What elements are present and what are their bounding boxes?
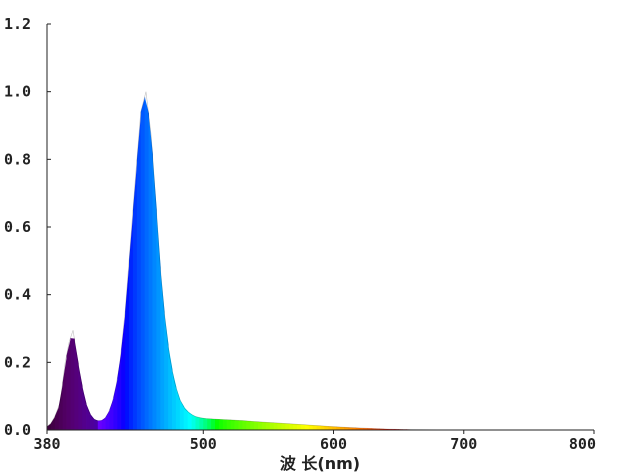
y-tick-label: 0.6	[4, 218, 31, 236]
spectrum-band-0-452	[140, 96, 146, 430]
y-tick-label: 0.2	[4, 353, 31, 371]
x-tick-label: 500	[190, 435, 217, 453]
spectrum-band-0-449	[136, 111, 142, 430]
spectrum-band-0-488	[187, 411, 192, 430]
spectrum-band-0-617	[355, 427, 360, 430]
spectrum-band-0-509	[215, 419, 220, 430]
x-tick-label: 800	[569, 435, 596, 453]
spectrum-band-0-548	[265, 422, 271, 430]
spectrum-band-0-521	[230, 419, 235, 430]
spectrum-band-0-395	[66, 338, 71, 430]
spectrum-band-0-590	[320, 425, 325, 430]
spectrum-band-0-485	[183, 406, 189, 430]
spectrum-band-0-440	[125, 260, 130, 430]
spectrum-band-0-527	[238, 420, 243, 430]
spectrum-band-0-431	[113, 378, 118, 430]
spectrum-band-0-608	[343, 427, 349, 430]
spectrum-band-0-401	[74, 338, 79, 430]
spectrum-band-0-428	[109, 397, 114, 430]
spectrum-band-0-545	[261, 421, 267, 430]
spectrum-band-0-479	[175, 386, 181, 430]
x-axis-label: 波 长(nm)	[280, 454, 360, 473]
spectrum-band-0-614	[351, 427, 357, 430]
spectrum-band-0-593	[324, 426, 329, 430]
spectrum-band-0-620	[359, 427, 364, 430]
spectrum-band-0-419	[97, 420, 103, 430]
spectrum-band-0-596	[328, 426, 333, 430]
spectrum-band-0-416	[93, 418, 99, 430]
spectrum-band-0-551	[269, 422, 275, 430]
spectrum-band-0-476	[172, 369, 177, 430]
spectrum-band-0-539	[254, 421, 259, 430]
spectrum-band-0-605	[340, 426, 345, 430]
spectrum-band-0-410	[86, 403, 91, 430]
spectrum-band-0-554	[273, 422, 278, 430]
series-line-0	[46, 91, 594, 431]
spectrum-band-0-458	[148, 113, 153, 431]
x-tick-label: 700	[450, 435, 477, 453]
spectrum-band-0-443	[129, 210, 134, 430]
spectrum-band-0-566	[289, 423, 294, 430]
spectrum-band-0-455	[144, 96, 149, 430]
spectrum-band-0-503	[207, 418, 212, 430]
y-tick-label: 0.0	[4, 421, 31, 439]
ticks: 0.0 0.2 0.4 0.6 0.8 1.0 1.2 380 500 600 700 800	[4, 15, 596, 453]
spectrum-band-0-581	[308, 425, 314, 430]
spectrum-band-0-506	[211, 418, 216, 430]
spectrum-band-0-557	[277, 422, 282, 430]
spectrum-band-0-560	[281, 423, 286, 430]
spectrum-band-0-497	[199, 417, 204, 430]
spectrum-band-0-461	[152, 154, 157, 430]
spectrum-band-0-536	[250, 421, 255, 430]
spectrum-band-0-404	[78, 363, 83, 430]
spectrum-band-0-437	[121, 311, 126, 430]
spectrum-band-0-482	[179, 399, 185, 430]
spectrum-band-0-518	[226, 419, 232, 430]
spectrum-band-0-383	[50, 416, 56, 430]
spectrum-band-0-434	[117, 349, 122, 430]
spectrum-band-0-569	[293, 423, 298, 430]
spectrum-band-0-515	[222, 419, 228, 430]
spectrum-area	[46, 91, 594, 431]
spectrum-band-0-533	[246, 420, 251, 430]
spectrum-band-0-575	[300, 424, 306, 430]
spectrum-band-0-572	[297, 424, 302, 430]
x-tick-label: 600	[320, 435, 347, 453]
spectrum-band-0-413	[89, 413, 95, 430]
y-tick-label: 1.0	[4, 83, 31, 101]
spectrum-band-0-599	[332, 426, 337, 430]
spectrum-band-0-470	[164, 311, 169, 430]
spectrum-band-0-422	[101, 417, 107, 430]
spectrum-band-0-467	[160, 267, 165, 430]
spectrum-band-0-491	[191, 414, 196, 430]
spectrum-band-0-602	[336, 426, 341, 430]
spectrum-band-0-464	[156, 210, 161, 430]
y-tick-label: 0.8	[4, 150, 31, 168]
spectrum-band-0-563	[285, 423, 290, 430]
spectrum-band-0-425	[105, 409, 110, 430]
spectrum-band-0-380	[47, 423, 52, 430]
spectrum-band-0-578	[304, 424, 310, 430]
spectrum-band-0-611	[347, 427, 353, 430]
spectrum-band-0-386	[54, 406, 60, 430]
y-tick-label: 0.4	[4, 286, 31, 304]
spectrum-band-0-494	[195, 416, 200, 430]
spectrum-band-0-524	[234, 420, 239, 430]
spectrum-band-0-398	[70, 338, 75, 430]
spectrum-band-0-473	[168, 344, 173, 430]
y-tick-label: 1.2	[4, 15, 31, 33]
spectrum-band-0-584	[312, 425, 317, 430]
spectrum-band-0-446	[132, 160, 138, 430]
spectrum-band-0-389	[58, 382, 64, 430]
spectrum-band-0-500	[203, 418, 208, 430]
spectrum-band-0-542	[257, 421, 263, 430]
spectrum-band-0-512	[218, 419, 224, 430]
spectrum-band-0-392	[62, 355, 67, 430]
spectrum-band-0-530	[242, 420, 247, 430]
spectrum-band-0-587	[316, 425, 321, 430]
x-tick-label: 380	[33, 435, 60, 453]
spectrum-band-0-407	[82, 386, 87, 430]
